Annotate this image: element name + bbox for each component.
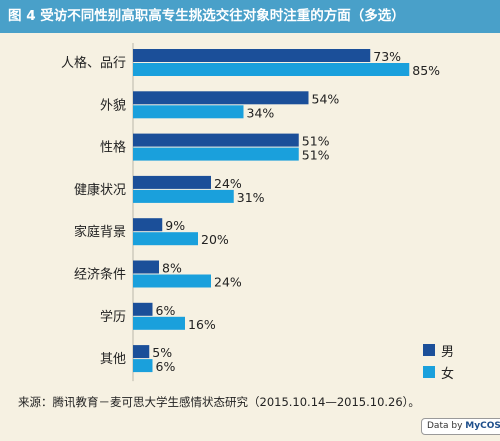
data-label-female: 24% [214, 275, 242, 290]
title-bar: 图 4 受访不同性别高职高专生挑选交往对象时注重的方面（多选） [0, 0, 500, 33]
bar-female [133, 147, 299, 161]
data-label-female: 85% [412, 63, 440, 78]
data-label-male: 73% [373, 49, 401, 64]
data-label-male: 24% [214, 176, 242, 191]
legend: 男 女 [423, 339, 454, 383]
bar-female [133, 274, 211, 288]
data-label-male: 6% [156, 303, 176, 318]
bar-male [133, 133, 299, 147]
data-label-male: 51% [302, 134, 330, 149]
legend-swatch-female [423, 366, 435, 378]
bar-male [133, 345, 150, 359]
category-label: 性格 [100, 140, 126, 156]
legend-swatch-male [423, 344, 435, 356]
category-label: 外貌 [100, 98, 126, 113]
category-label: 其他 [100, 352, 126, 367]
source-note: 来源：腾讯教育－麦可思大学生感情状态研究（2015.10.14—2015.10.… [18, 395, 420, 409]
legend-label-female: 女 [441, 366, 455, 382]
chart-title: 图 4 受访不同性别高职高专生挑选交往对象时注重的方面（多选） [8, 8, 405, 24]
bar-male [133, 175, 211, 189]
category-label: 学历 [100, 309, 126, 325]
bar-male [133, 91, 309, 105]
bar-female [133, 63, 410, 76]
data-label-female: 6% [156, 359, 176, 374]
data-label-male: 9% [165, 218, 185, 233]
bar-female [133, 359, 153, 373]
category-label: 家庭背景 [74, 224, 126, 240]
bar-female [133, 316, 185, 330]
data-label-male: 5% [152, 345, 172, 360]
bar-chart: 人格、品行 73%85%外貌 54%34%性格 51%51%健康状况 24%31%家庭背… [61, 43, 440, 382]
data-label-male: 54% [312, 91, 340, 106]
data-label-female: 34% [247, 105, 275, 120]
category-label: 人格、品行 [61, 55, 126, 71]
bar-male [133, 49, 371, 62]
badge-prefix: Data by [427, 421, 463, 431]
data-label-female: 16% [188, 317, 216, 332]
bar-female [133, 105, 244, 119]
data-label-female: 20% [201, 232, 229, 247]
bar-female [133, 189, 234, 203]
data-label-female: 31% [237, 190, 265, 205]
category-label: 健康状况 [74, 182, 126, 198]
bar-male [133, 302, 153, 316]
data-by-badge: Data by MyCOS [421, 418, 500, 435]
category-label: 经济条件 [74, 267, 126, 283]
data-label-male: 8% [162, 261, 182, 276]
legend-label-male: 男 [441, 344, 455, 360]
data-label-female: 51% [302, 148, 330, 163]
bar-male [133, 218, 163, 232]
badge-brand: MyCOS [465, 421, 500, 431]
legend-item-male: 男 [423, 339, 454, 361]
bar-male [133, 260, 159, 274]
bar-female [133, 232, 198, 246]
legend-item-female: 女 [423, 361, 454, 383]
